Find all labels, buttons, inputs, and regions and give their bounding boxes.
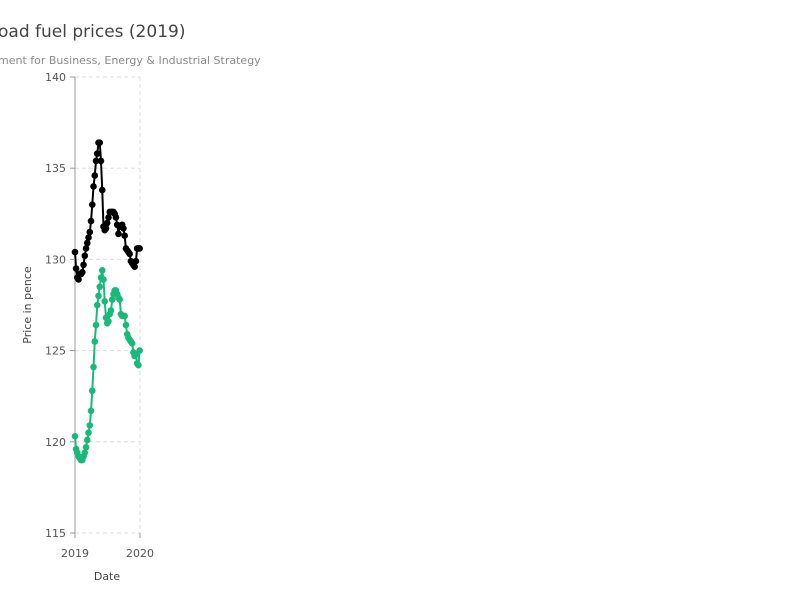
y-tick-label: 135 bbox=[45, 162, 66, 175]
y-tick-label: 120 bbox=[45, 436, 66, 449]
x-tick-label: 2020 bbox=[126, 547, 154, 560]
data-point bbox=[85, 429, 92, 436]
series-layer bbox=[72, 139, 143, 463]
y-tick-label: 130 bbox=[45, 253, 66, 266]
data-point bbox=[109, 296, 116, 303]
data-point bbox=[120, 225, 127, 232]
data-point bbox=[123, 322, 130, 329]
data-point bbox=[90, 183, 97, 190]
y-tick-label: 115 bbox=[45, 527, 66, 540]
data-point bbox=[72, 249, 79, 256]
data-point bbox=[100, 276, 107, 283]
data-point bbox=[84, 437, 91, 444]
data-point bbox=[129, 340, 136, 347]
data-point bbox=[136, 245, 143, 252]
data-point bbox=[79, 269, 86, 276]
data-point bbox=[89, 201, 96, 208]
y-axis-label: Price in pence bbox=[21, 266, 34, 344]
data-point bbox=[133, 258, 140, 265]
data-point bbox=[104, 220, 111, 227]
data-point bbox=[96, 283, 103, 290]
data-point bbox=[96, 139, 103, 146]
data-point bbox=[81, 252, 88, 259]
series-line-2 bbox=[75, 270, 140, 460]
data-point bbox=[88, 218, 95, 225]
data-point bbox=[94, 150, 101, 157]
x-tick-label: 2019 bbox=[61, 547, 89, 560]
data-point bbox=[135, 362, 142, 369]
data-point bbox=[108, 307, 115, 314]
data-point bbox=[121, 313, 128, 320]
data-point bbox=[86, 422, 93, 429]
data-point bbox=[93, 322, 100, 329]
data-point bbox=[81, 449, 88, 456]
data-point bbox=[105, 318, 112, 325]
data-point bbox=[83, 444, 90, 451]
data-point bbox=[83, 245, 90, 252]
data-point bbox=[103, 225, 110, 232]
data-point bbox=[121, 232, 128, 239]
data-point bbox=[86, 229, 93, 236]
data-point bbox=[126, 251, 133, 258]
chart-subtitle: ment for Business, Energy & Industrial S… bbox=[0, 54, 261, 67]
chart-title: oad fuel prices (2019) bbox=[0, 22, 185, 42]
data-point bbox=[99, 187, 106, 194]
data-point bbox=[136, 347, 143, 354]
data-point bbox=[99, 267, 106, 274]
data-point bbox=[113, 214, 120, 221]
data-point bbox=[90, 364, 97, 371]
data-point bbox=[91, 338, 98, 345]
data-point bbox=[80, 262, 87, 269]
y-tick-label: 125 bbox=[45, 345, 66, 358]
data-point bbox=[84, 240, 91, 247]
data-point bbox=[91, 172, 98, 179]
data-point bbox=[131, 263, 138, 270]
data-point bbox=[72, 433, 79, 440]
data-point bbox=[116, 296, 123, 303]
data-point bbox=[94, 302, 101, 309]
y-tick-label: 140 bbox=[45, 71, 66, 84]
data-point bbox=[115, 231, 122, 238]
data-point bbox=[88, 407, 95, 414]
data-point bbox=[95, 293, 102, 300]
data-point bbox=[89, 387, 96, 394]
data-point bbox=[73, 265, 80, 272]
data-point bbox=[98, 158, 105, 165]
gridlines bbox=[75, 77, 140, 533]
data-point bbox=[101, 298, 108, 305]
data-point bbox=[85, 234, 92, 241]
x-axis-label: Date bbox=[94, 570, 121, 583]
